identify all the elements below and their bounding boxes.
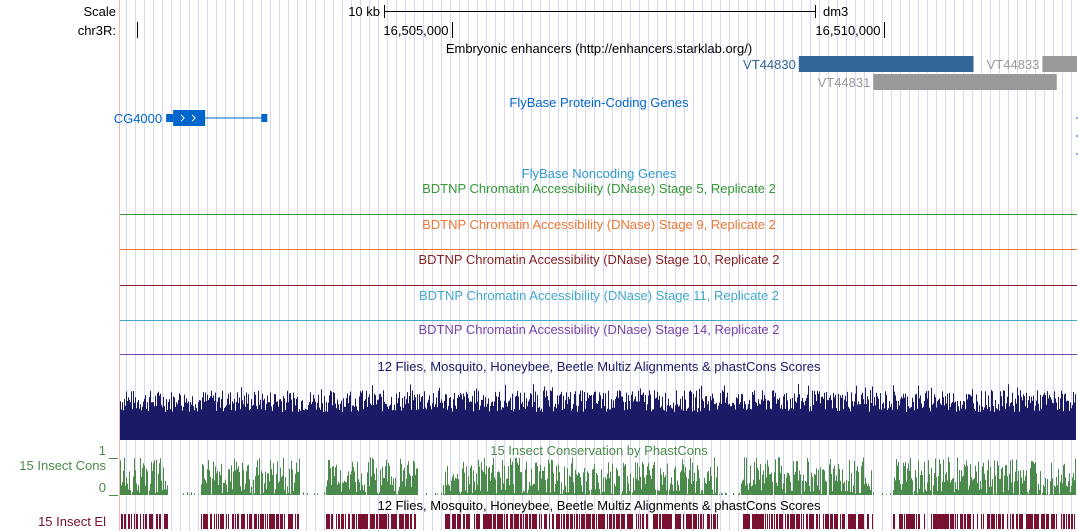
gene-utr (166, 114, 174, 122)
enhancer-block[interactable] (798, 56, 974, 72)
dnase-tracks[interactable]: BDTNP Chromatin Accessibility (DNase) St… (120, 181, 1077, 355)
scale-label: Scale (83, 4, 116, 19)
enhancer-label[interactable]: VT44830 (743, 57, 796, 72)
assembly-label: dm3 (823, 4, 848, 19)
enhancer-vt44830[interactable]: VT44830 (743, 56, 974, 72)
track-title-elements: 12 Flies, Mosquito, Honeybee, Beetle Mul… (378, 498, 821, 513)
enhancer-vt44831[interactable]: VT44831 (818, 74, 1057, 90)
phastcons-y-min: 0 (99, 480, 106, 495)
track-conserved-elements[interactable]: 12 Flies, Mosquito, Honeybee, Beetle Mul… (38, 498, 1075, 529)
ruler-position-label: 16,510,000 (815, 23, 880, 38)
gene-utr (261, 114, 268, 122)
gene-exon (173, 110, 206, 126)
track-title-dnase: BDTNP Chromatin Accessibility (DNase) St… (422, 181, 776, 196)
track-title-coding-genes: FlyBase Protein-Coding Genes (509, 95, 689, 110)
base-position-ruler[interactable]: Scale chr3R: 10 kb dm3 16,505,000 16,510,… (78, 4, 1078, 38)
track-dnase-stage[interactable]: BDTNP Chromatin Accessibility (DNase) St… (120, 181, 1077, 215)
chrom-label: chr3R: (78, 23, 116, 38)
track-noncoding-genes[interactable]: FlyBase Noncoding Genes (522, 166, 677, 181)
phastcons-y-max: 1 (99, 443, 106, 458)
elements-side-label[interactable]: 15 Insect El (38, 514, 106, 529)
gene-cg4000[interactable]: CG4000 (114, 110, 268, 126)
enhancer-block[interactable] (1042, 56, 1077, 72)
track-dnase-stage[interactable]: BDTNP Chromatin Accessibility (DNase) St… (120, 252, 1077, 286)
multiz-conservation-wiggle (120, 384, 1076, 440)
phastcons-wiggle (120, 457, 1076, 495)
conserved-element-blocks (121, 514, 1075, 529)
track-title-noncoding-genes: FlyBase Noncoding Genes (522, 166, 677, 181)
track-multiz-alignments[interactable]: 12 Flies, Mosquito, Honeybee, Beetle Mul… (120, 359, 1076, 440)
ruler-position-label: 16,505,000 (383, 23, 448, 38)
conserved-element-marks (121, 514, 1075, 529)
track-title-multiz: 12 Flies, Mosquito, Honeybee, Beetle Mul… (378, 359, 821, 374)
scale-bar-label: 10 kb (348, 4, 380, 19)
track-protein-coding-genes[interactable]: FlyBase Protein-Coding Genes CG4000OambO… (114, 95, 1078, 162)
track-phastcons[interactable]: 15 Insect Conservation by PhastCons 15 I… (19, 443, 1076, 496)
track-title-phastcons: 15 Insect Conservation by PhastCons (490, 443, 708, 458)
gene-label[interactable]: CG4000 (114, 111, 162, 126)
enhancer-label[interactable]: VT44831 (818, 75, 871, 90)
track-title-enhancers: Embryonic enhancers (http://enhancers.st… (446, 41, 752, 56)
enhancer-vt44833[interactable]: VT44833 (987, 56, 1077, 72)
track-dnase-stage[interactable]: BDTNP Chromatin Accessibility (DNase) St… (120, 322, 1077, 355)
enhancer-items[interactable]: VT44830VT44831VT44833VT44834VT44835VT448… (743, 56, 1078, 90)
track-title-dnase: BDTNP Chromatin Accessibility (DNase) St… (419, 288, 779, 303)
track-title-dnase: BDTNP Chromatin Accessibility (DNase) St… (418, 322, 779, 337)
phastcons-wiggle-bars (120, 457, 1076, 495)
track-dnase-stage[interactable]: BDTNP Chromatin Accessibility (DNase) St… (120, 217, 1077, 250)
multiz-wiggle-bars (120, 384, 1076, 440)
gene-models[interactable]: CG4000OambOambOamb (114, 110, 1078, 162)
enhancer-label[interactable]: VT44833 (987, 57, 1040, 72)
track-title-dnase: BDTNP Chromatin Accessibility (DNase) St… (422, 217, 776, 232)
strand-arrow-icon (180, 114, 196, 122)
enhancer-block[interactable] (873, 74, 1057, 90)
track-embryonic-enhancers[interactable]: Embryonic enhancers (http://enhancers.st… (446, 41, 1078, 90)
phastcons-side-label[interactable]: 15 Insect Cons (19, 458, 106, 473)
track-title-dnase: BDTNP Chromatin Accessibility (DNase) St… (418, 252, 779, 267)
track-dnase-stage[interactable]: BDTNP Chromatin Accessibility (DNase) St… (120, 288, 1077, 321)
